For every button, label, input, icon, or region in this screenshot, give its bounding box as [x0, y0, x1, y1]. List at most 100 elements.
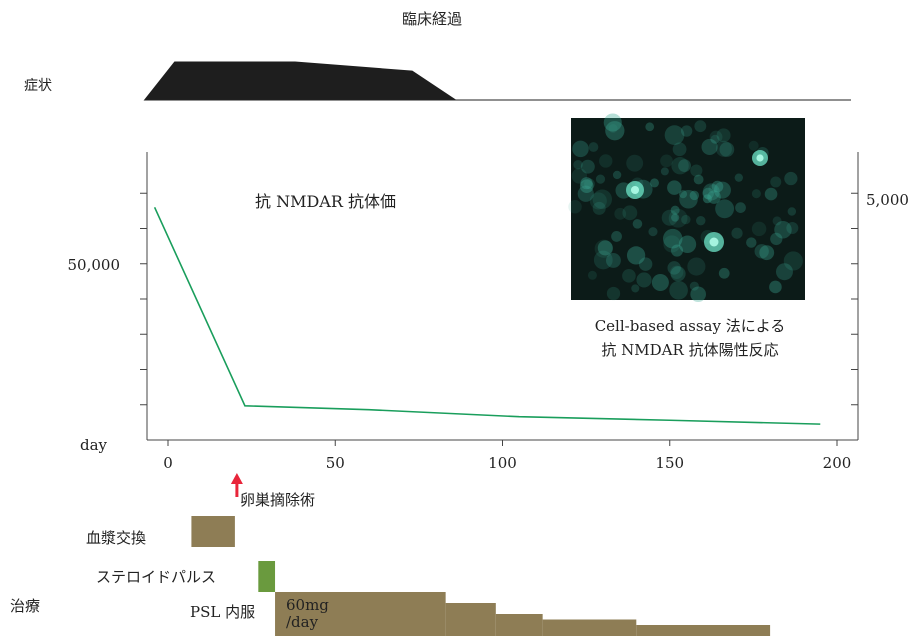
- psl-dose-note: 60mg/day: [286, 596, 329, 631]
- cell: [645, 122, 655, 132]
- surgery-arrow-head: [230, 473, 243, 484]
- cell: [715, 140, 732, 157]
- x-tick-label: 200: [823, 454, 852, 472]
- x-tick-label: 150: [655, 454, 684, 472]
- inset-caption-line-2: 抗 NMDAR 抗体陽性反応: [601, 341, 778, 359]
- cell: [784, 171, 798, 186]
- bright-cell-core: [709, 237, 719, 247]
- cell: [731, 227, 743, 239]
- treatment-bar-segment: [445, 603, 496, 636]
- bright-cell-core: [756, 154, 764, 162]
- cell: [632, 219, 643, 229]
- cell: [605, 121, 625, 141]
- cell: [678, 235, 697, 254]
- cell: [690, 286, 706, 303]
- cell: [599, 154, 613, 168]
- treatment-bar-segment: [495, 614, 543, 636]
- cell: [577, 185, 594, 202]
- cell: [701, 138, 718, 156]
- cell: [735, 202, 746, 214]
- treatment-bar-segment: [636, 625, 771, 636]
- cell: [713, 181, 731, 199]
- cell: [626, 246, 646, 265]
- cell: [664, 125, 685, 145]
- cell: [592, 189, 613, 210]
- cell: [678, 190, 688, 199]
- cell: [770, 232, 783, 246]
- cell: [734, 173, 743, 182]
- series-layer: [153, 207, 821, 425]
- cell: [631, 284, 640, 293]
- figure-title: 臨床経過: [402, 10, 462, 28]
- symptom-track: [143, 61, 851, 101]
- cell: [702, 194, 712, 204]
- cell: [622, 205, 638, 221]
- cell: [718, 267, 730, 279]
- cell: [580, 177, 593, 190]
- cell: [622, 269, 636, 283]
- cell: [694, 120, 707, 133]
- cell: [671, 213, 680, 222]
- x-tick-label: 50: [326, 454, 345, 472]
- treatment-bar-segment: [542, 619, 637, 636]
- cell: [670, 265, 684, 279]
- microscopy-image: [571, 118, 805, 300]
- cell: [764, 187, 778, 201]
- cell: [690, 164, 703, 177]
- cell: [772, 216, 782, 226]
- cell: [584, 178, 595, 190]
- cell: [670, 205, 680, 215]
- surgery-event: [230, 473, 243, 497]
- cell: [759, 245, 775, 261]
- cell: [605, 253, 621, 268]
- cell: [648, 227, 658, 237]
- cell: [573, 159, 583, 170]
- cell: [719, 142, 735, 157]
- cell: [667, 180, 682, 195]
- cell: [667, 261, 681, 275]
- cell: [612, 170, 622, 180]
- cell: [707, 190, 721, 204]
- cell: [751, 221, 767, 237]
- symptom-label: 症状: [24, 78, 52, 94]
- treatment-label-psl: PSL 内服: [190, 603, 255, 621]
- right-y-tick-label-5000: 5,000: [866, 191, 909, 209]
- cell: [636, 272, 652, 288]
- cell: [681, 214, 691, 225]
- cell: [715, 199, 735, 219]
- cell: [651, 273, 669, 292]
- cell: [672, 142, 687, 157]
- cell: [670, 266, 686, 282]
- cell: [660, 167, 669, 176]
- cell: [716, 128, 731, 143]
- cell: [775, 263, 793, 281]
- cell: [689, 281, 699, 291]
- cell: [702, 183, 720, 201]
- treatment-bar-segment: [275, 592, 446, 636]
- cell: [638, 257, 653, 271]
- cell: [679, 189, 698, 209]
- cell: [754, 244, 769, 259]
- series-line-antibody-titer: [153, 207, 821, 425]
- cell: [746, 237, 757, 248]
- cell: [770, 176, 782, 188]
- treatment-label-plasma-exchange: 血漿交換: [86, 529, 146, 547]
- cell: [595, 174, 606, 184]
- cell: [592, 201, 606, 215]
- cell: [670, 244, 684, 257]
- cell: [589, 192, 607, 210]
- cell: [671, 157, 689, 175]
- microscopy-inset: [568, 113, 805, 303]
- cell: [708, 184, 718, 194]
- bright-cell-core: [630, 185, 640, 195]
- cell: [626, 154, 644, 172]
- treatment-bar-segment: [191, 516, 235, 547]
- cell: [678, 159, 691, 173]
- cell: [597, 240, 613, 256]
- symptom-area: [143, 61, 837, 101]
- cell: [663, 235, 681, 253]
- cell: [571, 168, 588, 184]
- cell: [710, 134, 720, 144]
- cell: [783, 251, 803, 271]
- cell: [594, 239, 613, 258]
